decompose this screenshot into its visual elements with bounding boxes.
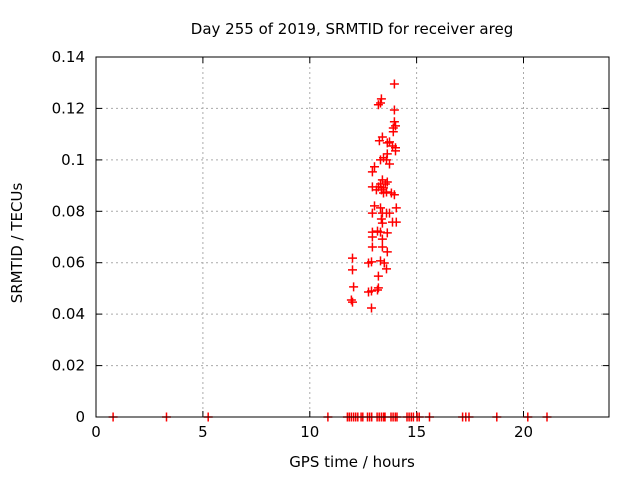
data-point-layer <box>108 79 552 422</box>
tick-labels: 0 5 10 15 20 0 0.02 0.04 0.06 0.08 0.1 0.12 0.14 <box>52 48 533 441</box>
x-axis-label: GPS time / hours <box>289 453 415 471</box>
y-tick-label: 0.12 <box>52 99 85 117</box>
y-axis-label: SRMTID / TECUs <box>8 183 26 304</box>
y-tick-label: 0.06 <box>52 254 85 272</box>
plot-border <box>95 56 610 418</box>
chart-title: Day 255 of 2019, SRMTID for receiver are… <box>191 20 513 38</box>
y-tick-label: 0.08 <box>52 202 85 220</box>
x-tick-label: 0 <box>91 423 101 441</box>
axis-ticks <box>95 56 609 418</box>
y-tick-label: 0.1 <box>61 151 85 169</box>
y-tick-label: 0 <box>75 408 85 426</box>
y-tick-label: 0.02 <box>52 357 85 375</box>
data-points <box>108 79 552 422</box>
x-tick-label: 5 <box>198 423 208 441</box>
x-tick-label: 20 <box>514 423 533 441</box>
y-tick-label: 0.04 <box>52 305 85 323</box>
gridlines <box>96 57 609 417</box>
x-tick-label: 15 <box>407 423 426 441</box>
x-tick-label: 10 <box>300 423 319 441</box>
y-tick-label: 0.14 <box>52 48 85 66</box>
